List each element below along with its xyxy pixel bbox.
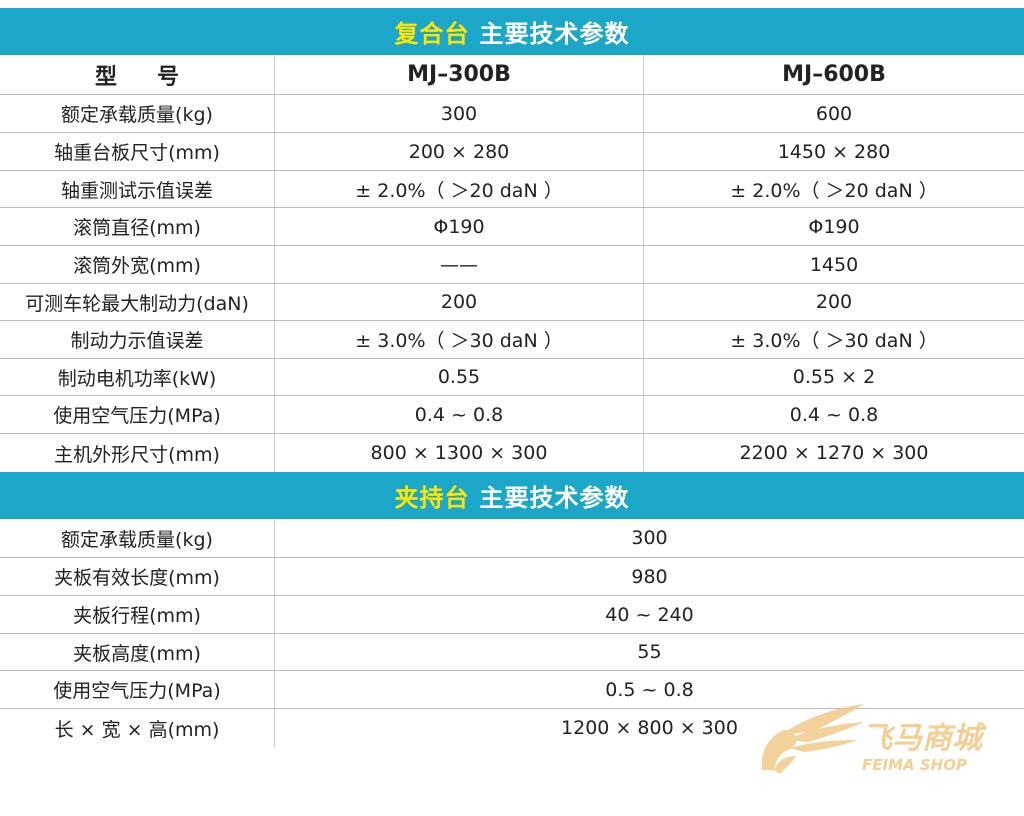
spec-value-2: 0.55 × 2	[792, 366, 876, 388]
spec-value-1: 0.55	[275, 359, 644, 395]
spec-label: 额定承载质量(kg)	[0, 95, 275, 132]
spec-row: 制动力示值误差 ± 3.0%（ ＞30 daN ） ± 3.0%（ ＞30 da…	[0, 321, 1024, 359]
spec-header-row: 型号 MJ–300B MJ–600B	[0, 55, 1024, 95]
spec-label: 主机外形尺寸(mm)	[0, 434, 275, 472]
spec-value-1: 200 × 280	[275, 133, 644, 170]
spec-value: 40 ~ 240	[605, 603, 694, 626]
section-2-title-highlight: 夹持台	[394, 484, 470, 512]
spec-value-2: 1450	[809, 253, 859, 276]
spec-value-1: ——	[275, 246, 644, 283]
spec-value-2: 1450 × 280	[777, 140, 891, 163]
spec-label: 长 × 宽 × 高(mm)	[0, 709, 275, 747]
clamp-spec-row: 使用空气压力(MPa) 0.5 ~ 0.8	[0, 671, 1024, 709]
section-1-title-highlight: 复合台	[394, 20, 470, 48]
spec-label: 制动电机功率(kW)	[0, 359, 275, 395]
spec-value-1: Φ190	[275, 208, 644, 245]
spec-value-2: Φ190	[808, 215, 860, 238]
spec-label: 夹板有效长度(mm)	[0, 558, 275, 595]
spec-row: 滚筒外宽(mm) —— 1450	[0, 246, 1024, 284]
spec-value-2: ± 2.0%（ ＞20 daN ）	[730, 179, 938, 202]
spec-row: 滚筒直径(mm) Φ190 Φ190	[0, 208, 1024, 246]
spec-row: 使用空气压力(MPa) 0.4 ~ 0.8 0.4 ~ 0.8	[0, 396, 1024, 434]
spec-label: 额定承载质量(kg)	[0, 519, 275, 557]
clamp-spec-row: 额定承载质量(kg) 300	[0, 519, 1024, 558]
spec-row: 可测车轮最大制动力(daN) 200 200	[0, 284, 1024, 321]
spec-label: 可测车轮最大制动力(daN)	[0, 284, 275, 320]
section-2-title: 夹持台 主要技术参数	[0, 472, 1024, 519]
feima-shop-watermark: 飞马商城 FEIMA SHOP	[752, 700, 1002, 780]
spec-row: 额定承载质量(kg) 300 600	[0, 95, 1024, 133]
pegasus-logo-icon: 飞马商城 FEIMA SHOP	[761, 704, 987, 774]
clamp-spec-row: 夹板有效长度(mm) 980	[0, 558, 1024, 596]
svg-text:FEIMA SHOP: FEIMA SHOP	[862, 756, 967, 774]
spec-label: 使用空气压力(MPa)	[0, 671, 275, 708]
spec-row: 轴重测试示值误差 ± 2.0%（ ＞20 daN ） ± 2.0%（ ＞20 d…	[0, 171, 1024, 208]
spec-value-1: ± 3.0%（ ＞30 daN ）	[275, 321, 644, 358]
spec-value-2: 0.4 ~ 0.8	[789, 403, 879, 426]
model-col-2: MJ–600B	[782, 62, 886, 87]
spec-value-1: ± 2.0%（ ＞20 daN ）	[275, 171, 644, 207]
spec-value: 55	[637, 641, 662, 663]
spec-label: 滚筒外宽(mm)	[0, 246, 275, 283]
spec-label: 轴重台板尺寸(mm)	[0, 133, 275, 170]
spec-row: 主机外形尺寸(mm) 800 × 1300 × 300 2200 × 1270 …	[0, 434, 1024, 472]
spec-value-2: 600	[815, 102, 853, 125]
spec-value-2: ± 3.0%（ ＞30 daN ）	[730, 330, 938, 352]
spec-value-1: 800 × 1300 × 300	[275, 434, 644, 472]
spec-label: 滚筒直径(mm)	[0, 208, 275, 245]
spec-value: 0.5 ~ 0.8	[605, 678, 694, 701]
clamp-spec-row: 夹板行程(mm) 40 ~ 240	[0, 596, 1024, 634]
model-label: 型号	[94, 64, 219, 90]
spec-value-2: 200	[815, 291, 853, 313]
spec-value-2: 2200 × 1270 × 300	[739, 442, 929, 464]
section-2-title-rest: 主要技术参数	[479, 484, 630, 512]
clamp-spec-row: 夹板高度(mm) 55	[0, 634, 1024, 671]
spec-label: 轴重测试示值误差	[0, 171, 275, 207]
spec-value: 1200 × 800 × 300	[561, 717, 738, 739]
svg-text:飞马商城: 飞马商城	[862, 721, 987, 756]
model-col-1: MJ–300B	[275, 55, 644, 94]
spec-label: 夹板高度(mm)	[0, 634, 275, 670]
spec-row: 制动电机功率(kW) 0.55 0.55 × 2	[0, 359, 1024, 396]
clamp-spec-row: 长 × 宽 × 高(mm) 1200 × 800 × 300	[0, 709, 1024, 747]
section-1-title-rest: 主要技术参数	[479, 20, 630, 48]
spec-label: 使用空气压力(MPa)	[0, 396, 275, 433]
spec-label: 夹板行程(mm)	[0, 596, 275, 633]
spec-value: 980	[631, 565, 668, 588]
spec-value-1: 200	[275, 284, 644, 320]
spec-value: 300	[631, 527, 668, 549]
spec-value-1: 0.4 ~ 0.8	[275, 396, 644, 433]
section-1-title: 复合台 主要技术参数	[0, 8, 1024, 55]
spec-value-1: 300	[275, 95, 644, 132]
spec-label: 制动力示值误差	[0, 321, 275, 358]
spec-row: 轴重台板尺寸(mm) 200 × 280 1450 × 280	[0, 133, 1024, 171]
